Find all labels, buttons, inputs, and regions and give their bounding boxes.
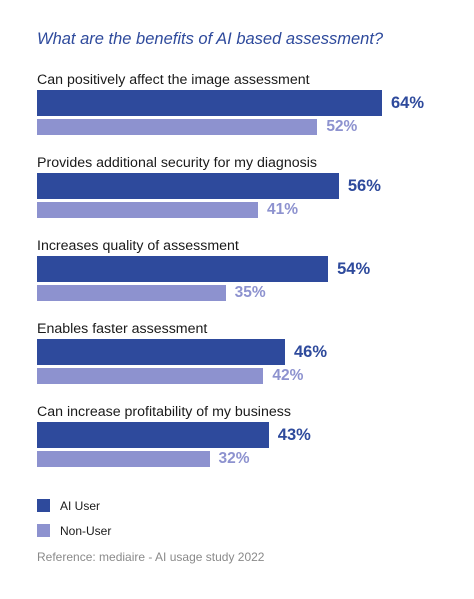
legend-label-non-user: Non-User <box>60 523 112 538</box>
value-label-non-user: 42% <box>272 367 304 384</box>
bar-non-user <box>37 451 210 467</box>
value-label-ai-user: 54% <box>337 260 371 278</box>
category-label: Can increase profitability of my busines… <box>37 404 291 420</box>
legend-label-ai-user: AI User <box>60 498 101 513</box>
category-label: Enables faster assessment <box>37 321 208 337</box>
value-label-ai-user: 43% <box>277 426 311 444</box>
bar-non-user <box>37 119 318 135</box>
legend-item-non-user: Non-User <box>37 522 111 539</box>
category-label: Increases quality of assessment <box>37 238 239 254</box>
bar-non-user <box>37 202 259 218</box>
bar-ai-user <box>37 173 339 199</box>
bar-non-user <box>37 285 226 301</box>
legend: AI User Non-User <box>37 497 111 547</box>
value-label-ai-user: 56% <box>347 177 381 195</box>
legend-swatch-non-user <box>37 524 50 537</box>
category-label: Provides additional security for my diag… <box>37 155 317 171</box>
value-label-ai-user: 64% <box>391 94 425 112</box>
value-label-non-user: 32% <box>218 450 250 467</box>
bar-ai-user <box>37 90 382 116</box>
bar-ai-user <box>37 422 269 448</box>
category-label: Can positively affect the image assessme… <box>37 72 310 88</box>
value-label-non-user: 41% <box>267 201 299 218</box>
value-label-non-user: 52% <box>326 118 358 135</box>
reference-note: Reference: mediaire - AI usage study 202… <box>37 550 265 564</box>
chart-title: What are the benefits of AI based assess… <box>37 30 384 48</box>
legend-item-ai-user: AI User <box>37 497 111 514</box>
bar-ai-user <box>37 256 329 282</box>
bar-ai-user <box>37 339 285 365</box>
value-label-non-user: 35% <box>234 284 266 301</box>
value-label-ai-user: 46% <box>293 343 327 361</box>
bar-non-user <box>37 368 264 384</box>
legend-swatch-ai-user <box>37 499 50 512</box>
